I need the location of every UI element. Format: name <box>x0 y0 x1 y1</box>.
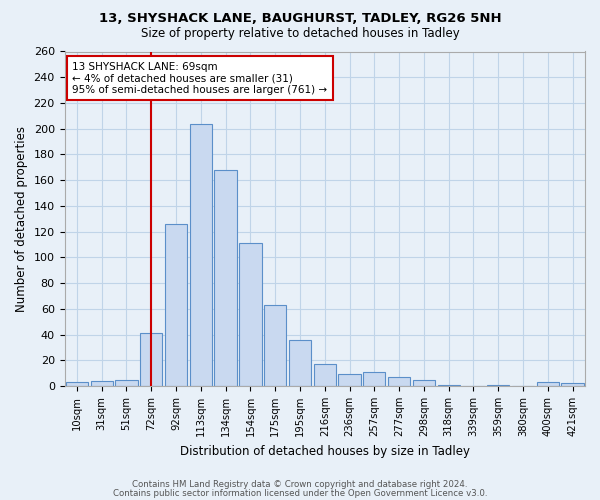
Bar <box>413 380 435 386</box>
Bar <box>140 334 163 386</box>
Bar <box>115 380 137 386</box>
Bar <box>214 170 237 386</box>
Bar <box>190 124 212 386</box>
Bar <box>289 340 311 386</box>
Bar <box>363 372 385 386</box>
Bar <box>165 224 187 386</box>
Bar <box>239 243 262 386</box>
Bar <box>562 384 584 386</box>
Bar <box>338 374 361 386</box>
Bar <box>437 385 460 386</box>
Bar <box>487 385 509 386</box>
Text: Contains public sector information licensed under the Open Government Licence v3: Contains public sector information licen… <box>113 489 487 498</box>
Bar <box>66 382 88 386</box>
Bar <box>264 305 286 386</box>
Text: 13, SHYSHACK LANE, BAUGHURST, TADLEY, RG26 5NH: 13, SHYSHACK LANE, BAUGHURST, TADLEY, RG… <box>98 12 502 26</box>
Y-axis label: Number of detached properties: Number of detached properties <box>15 126 28 312</box>
Bar <box>536 382 559 386</box>
Bar <box>314 364 336 386</box>
Text: 13 SHYSHACK LANE: 69sqm
← 4% of detached houses are smaller (31)
95% of semi-det: 13 SHYSHACK LANE: 69sqm ← 4% of detached… <box>73 62 328 94</box>
Text: Size of property relative to detached houses in Tadley: Size of property relative to detached ho… <box>140 28 460 40</box>
X-axis label: Distribution of detached houses by size in Tadley: Distribution of detached houses by size … <box>180 444 470 458</box>
Text: Contains HM Land Registry data © Crown copyright and database right 2024.: Contains HM Land Registry data © Crown c… <box>132 480 468 489</box>
Bar <box>388 377 410 386</box>
Bar <box>91 381 113 386</box>
